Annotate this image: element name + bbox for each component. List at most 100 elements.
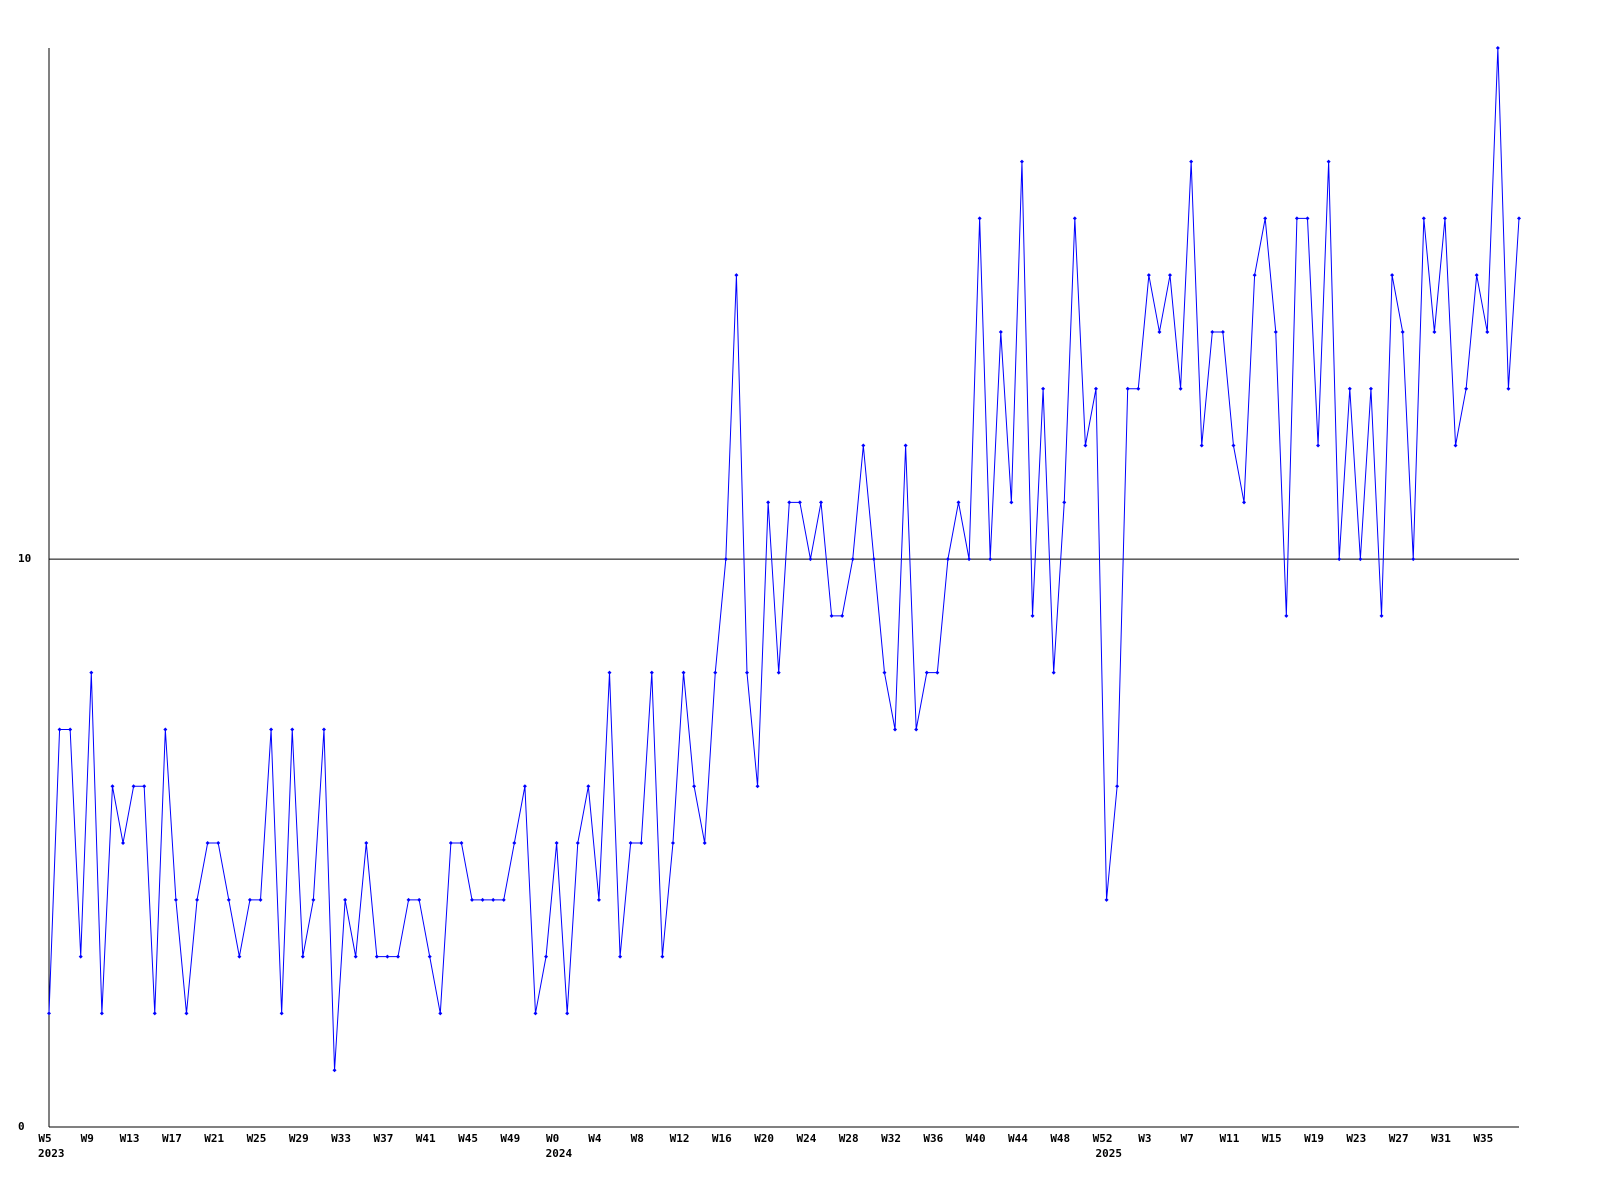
y-tick-label: 10 [18,552,31,565]
x-tick-label: W21 [204,1132,224,1145]
point-marker [427,954,432,959]
point-marker [279,1011,284,1016]
point-marker [1294,216,1299,221]
x-tick-label: W28 [839,1132,859,1145]
point-marker [945,557,950,562]
x-tick-label: W25 [247,1132,267,1145]
point-marker [184,1011,189,1016]
point-marker [1485,329,1490,334]
point-marker [321,727,326,732]
point-marker [1220,329,1225,334]
x-tick-label: W49 [500,1132,520,1145]
point-marker [47,1011,51,1016]
x-tick-label: W24 [797,1132,817,1145]
point-marker [1189,159,1194,164]
point-marker [269,727,274,732]
point-marker [692,784,697,789]
x-tick-label: W40 [966,1132,986,1145]
point-marker [1506,386,1511,391]
point-marker [871,557,876,562]
point-marker [829,613,834,618]
x-tick-label: W12 [670,1132,690,1145]
point-marker [808,557,813,562]
point-marker [110,784,115,789]
point-marker [470,897,475,902]
point-marker [1199,443,1204,448]
point-marker [1432,329,1437,334]
x-tick-label: W35 [1473,1132,1493,1145]
point-marker [480,897,485,902]
point-marker [861,443,866,448]
point-marker [1210,329,1215,334]
x-tick-label: W4 [588,1132,602,1145]
x-tick-label: W41 [416,1132,436,1145]
point-marker [819,500,824,505]
point-marker [649,670,654,675]
point-marker [1284,613,1289,618]
point-marker [121,841,126,846]
point-marker [448,841,453,846]
x-tick-label: W44 [1008,1132,1028,1145]
point-marker [99,1011,104,1016]
point-marker [1125,386,1130,391]
data-line [48,47,1520,1071]
point-marker [247,897,252,902]
point-marker [882,670,887,675]
point-marker [734,273,739,278]
point-marker [967,557,972,562]
point-marker [618,954,623,959]
x-tick-label: W29 [289,1132,309,1145]
point-marker [1041,386,1046,391]
x-tick-label: W16 [712,1132,732,1145]
point-marker [660,954,665,959]
point-marker [935,670,940,675]
point-marker [78,954,83,959]
x-tick-label: W33 [331,1132,351,1145]
point-marker [575,841,580,846]
point-marker [1358,557,1363,562]
x-tick-label: W15 [1262,1132,1282,1145]
point-marker [512,841,517,846]
x-tick-label: W48 [1050,1132,1070,1145]
point-marker [681,670,686,675]
point-marker [713,670,718,675]
x-year-label: 2025 [1096,1147,1123,1160]
point-marker [1083,443,1088,448]
point-marker [311,897,316,902]
point-marker [924,670,929,675]
x-tick-label: W37 [373,1132,393,1145]
x-tick-label: W0 [546,1132,559,1145]
x-tick-label: W17 [162,1132,182,1145]
point-marker [1453,443,1458,448]
point-marker [1316,443,1321,448]
point-marker [628,841,633,846]
point-marker [1390,273,1395,278]
point-marker [988,557,993,562]
point-marker [395,954,400,959]
point-marker [522,784,527,789]
x-tick-label: W36 [923,1132,943,1145]
point-marker [1072,216,1077,221]
point-marker [554,841,559,846]
point-marker [1495,46,1500,50]
point-marker [1115,784,1120,789]
x-tick-label: W11 [1220,1132,1240,1145]
x-tick-label: W3 [1138,1132,1151,1145]
point-marker [755,784,760,789]
point-marker [1421,216,1426,221]
point-marker [300,954,305,959]
x-tick-label: W7 [1181,1132,1194,1145]
point-marker [702,841,707,846]
point-marker [1305,216,1310,221]
point-marker [205,841,210,846]
point-marker [766,500,771,505]
point-marker [914,727,919,732]
point-marker [1178,386,1183,391]
point-marker [607,670,612,675]
point-marker [1168,273,1173,278]
point-marker [1263,216,1268,221]
point-marker [374,954,379,959]
point-marker [89,670,94,675]
x-tick-label: W52 [1093,1132,1113,1145]
